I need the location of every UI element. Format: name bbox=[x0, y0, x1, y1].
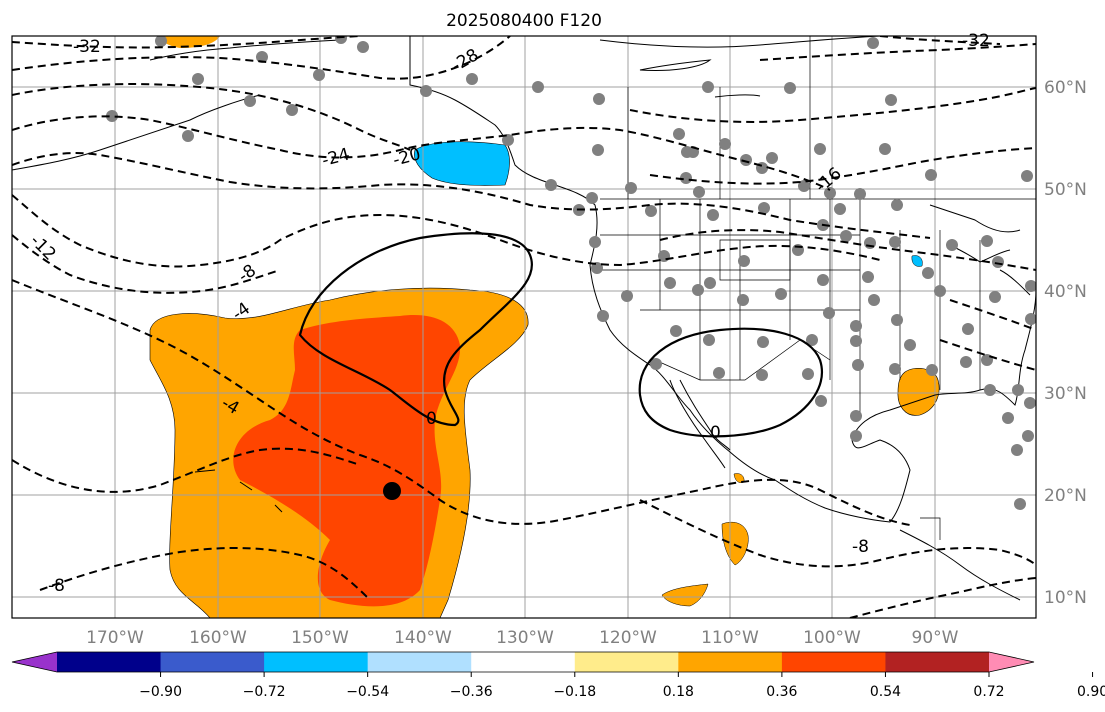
lon-label: 100°W bbox=[803, 628, 861, 648]
anomaly-fill-blue bbox=[414, 141, 510, 186]
anomaly-fill-blue-lake bbox=[911, 255, 923, 267]
anomaly-fill-baja bbox=[721, 521, 749, 566]
colorbar-segment bbox=[160, 652, 265, 672]
lat-label: 10°N bbox=[1044, 588, 1087, 608]
lon-label: 140°W bbox=[394, 628, 452, 648]
colorbar-segment bbox=[264, 652, 369, 672]
colorbar-tick-labels: −0.90 −0.72 −0.54 −0.36 −0.18 0.18 0.36 0.54 0.7… bbox=[139, 684, 1105, 700]
lon-label: 90°W bbox=[912, 628, 959, 648]
lon-label: 120°W bbox=[599, 628, 657, 648]
latitude-labels: 60°N 50°N 40°N 30°N 20°N 10°N bbox=[1044, 78, 1087, 608]
contour-label: 0 bbox=[426, 409, 437, 429]
colorbar-tick-label: −0.72 bbox=[243, 684, 286, 700]
colorbar-tick-label: 0.72 bbox=[973, 684, 1004, 700]
lat-label: 50°N bbox=[1044, 180, 1087, 200]
colorbar-segment bbox=[574, 652, 679, 672]
colorbar-tick-label: −0.54 bbox=[346, 684, 389, 700]
colorbar bbox=[11, 651, 1094, 677]
longitude-labels: 170°W 160°W 150°W 140°W 130°W 120°W 110°… bbox=[86, 628, 959, 648]
colorbar-segment bbox=[471, 652, 576, 672]
lat-label: 40°N bbox=[1044, 282, 1087, 302]
lat-label: 30°N bbox=[1044, 384, 1087, 404]
colorbar-segment bbox=[678, 652, 783, 672]
lon-label: 160°W bbox=[189, 628, 247, 648]
colorbar-extend-max bbox=[989, 652, 1034, 672]
contour-label: 0 bbox=[710, 423, 721, 443]
colorbar-extend-min bbox=[12, 652, 57, 672]
lat-label: 20°N bbox=[1044, 486, 1087, 506]
colorbar-tick-label: 0.54 bbox=[870, 684, 901, 700]
lon-label: 110°W bbox=[701, 628, 759, 648]
contour-label: -32 bbox=[962, 31, 990, 51]
contour-label: -32 bbox=[73, 37, 101, 57]
contours-dashed bbox=[12, 36, 1036, 618]
map-area bbox=[12, 36, 1036, 618]
colorbar-tick-label: 0.90 bbox=[1077, 684, 1105, 700]
lon-label: 150°W bbox=[291, 628, 349, 648]
anomaly-fill-alaska bbox=[160, 36, 220, 48]
colorbar-tick-label: 0.18 bbox=[663, 684, 694, 700]
lat-label: 60°N bbox=[1044, 78, 1087, 98]
colorbar-tick-label: −0.90 bbox=[139, 684, 182, 700]
anomaly-fill-red bbox=[233, 315, 461, 607]
colorbar-outline bbox=[11, 651, 1035, 673]
graticule bbox=[12, 36, 1036, 618]
contour-label: -8 bbox=[852, 537, 869, 557]
colorbar-segment bbox=[781, 652, 886, 672]
figure-title: 2025080400 F120 bbox=[446, 11, 602, 31]
colorbar-tick-label: −0.18 bbox=[553, 684, 596, 700]
storm-center-marker bbox=[383, 482, 401, 500]
colorbar-segment bbox=[57, 652, 162, 672]
map-frame bbox=[11, 35, 1037, 619]
colorbar-tick-label: −0.36 bbox=[450, 684, 493, 700]
colorbar-tick-label: 0.36 bbox=[766, 684, 797, 700]
lon-label: 170°W bbox=[86, 628, 144, 648]
contours-zero bbox=[298, 232, 823, 438]
contour-label: -8 bbox=[48, 576, 65, 596]
lon-label: 130°W bbox=[496, 628, 554, 648]
colorbar-segment bbox=[885, 652, 990, 672]
colorbar-segment bbox=[367, 652, 472, 672]
